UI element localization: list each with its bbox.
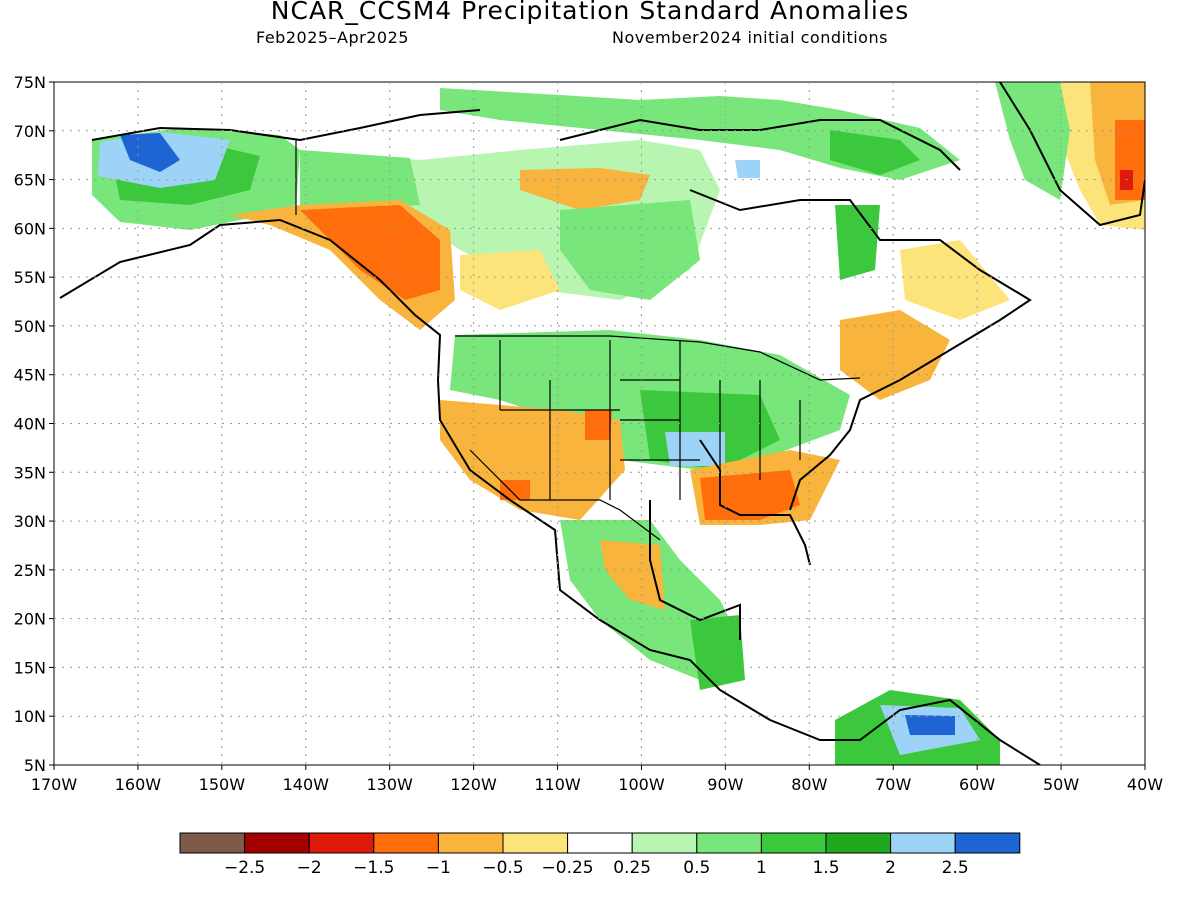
anomaly-region (900, 240, 1010, 320)
anomaly-region (460, 250, 560, 310)
legend-swatch (179, 832, 246, 854)
anomaly-region (735, 160, 760, 178)
axis-ticks (49, 81, 1146, 770)
border (469, 449, 661, 541)
legend-swatch (760, 832, 827, 854)
lat-label: 40N (14, 415, 46, 434)
legend-label: −1.5 (353, 858, 394, 878)
border (499, 340, 801, 500)
coastline (999, 82, 1145, 227)
legend-label: 0.25 (613, 858, 651, 878)
lat-label: 55N (14, 268, 46, 287)
color-legend: −2.5 −2 −1.5 −1 −0.5 −0.25 0.25 0.5 1 1.5 2 2.5 (179, 832, 1021, 878)
anomaly-region (835, 205, 880, 280)
anomaly-region (440, 400, 625, 520)
lon-label: 130W (367, 775, 414, 794)
coastline (649, 500, 741, 640)
lat-label: 70N (14, 122, 46, 141)
lon-label: 80W (791, 775, 827, 794)
anomaly-region (560, 200, 700, 300)
anomaly-region (665, 432, 725, 466)
graticule (54, 82, 1145, 765)
lat-label: 50N (14, 317, 46, 336)
lon-label: 70W (875, 775, 911, 794)
lon-label: 170W (31, 775, 78, 794)
legend-swatch (567, 832, 633, 854)
anomaly-region (995, 82, 1070, 200)
legend-swatch (437, 832, 504, 854)
political-borders (295, 140, 861, 541)
legend-swatch (696, 832, 762, 854)
longitude-labels: 170W 160W 150W 140W 130W 120W 110W 100W 90W 80W 70… (31, 775, 1163, 794)
legend-label: 1.5 (812, 858, 839, 878)
lat-label: 65N (14, 171, 46, 190)
anomaly-region (690, 615, 745, 690)
latitude-labels: 75N 70N 65N 60N 55N 50N 45N 40N 35N 30N 25N 20N 15N 1… (14, 73, 46, 775)
anomaly-region (830, 130, 920, 175)
lon-label: 40W (1127, 775, 1163, 794)
legend-label: −2.5 (224, 858, 265, 878)
legend-label: −0.5 (482, 858, 523, 878)
border (455, 335, 861, 381)
coastline (91, 109, 481, 142)
anomaly-region (585, 410, 612, 440)
lon-label: 120W (450, 775, 497, 794)
legend-label: 2.5 (942, 858, 969, 878)
lat-label: 15N (14, 658, 46, 677)
legend-swatch (825, 832, 892, 854)
lat-label: 75N (14, 73, 46, 92)
lon-label: 50W (1043, 775, 1079, 794)
anomaly-region (520, 168, 650, 210)
legend-swatch (890, 832, 956, 854)
legend-label: −2 (297, 858, 322, 878)
lat-label: 35N (14, 463, 46, 482)
anomaly-region (840, 310, 950, 400)
anomaly-region (120, 133, 180, 172)
lon-label: 160W (115, 775, 162, 794)
coastline (59, 218, 1041, 765)
lon-label: 100W (618, 775, 665, 794)
lat-label: 5N (24, 756, 46, 775)
legend-swatch (373, 832, 439, 854)
forecast-period: Feb2025–Apr2025 (256, 28, 409, 47)
lat-label: 45N (14, 366, 46, 385)
anomaly-shading (92, 82, 1145, 765)
legend-label: 1 (756, 858, 767, 878)
lon-label: 110W (534, 775, 581, 794)
anomaly-region (905, 715, 955, 735)
lon-label: 140W (283, 775, 330, 794)
lat-label: 30N (14, 512, 46, 531)
anomaly-region (500, 480, 530, 500)
legend-label: −0.25 (542, 858, 594, 878)
lat-label: 10N (14, 707, 46, 726)
legend-swatch (502, 832, 569, 854)
legend-label: −1 (426, 858, 451, 878)
lat-label: 60N (14, 219, 46, 238)
legend-swatch (954, 832, 1021, 854)
legend-swatch (631, 832, 698, 854)
lon-label: 150W (199, 775, 246, 794)
legend-label: 0.5 (683, 858, 710, 878)
map-title: NCAR_CCSM4 Precipitation Standard Anomal… (270, 0, 910, 25)
anomaly-region (600, 540, 665, 610)
initial-conditions: November2024 initial conditions (612, 28, 888, 47)
lat-label: 25N (14, 561, 46, 580)
lon-label: 90W (707, 775, 743, 794)
coastline (559, 118, 961, 171)
lat-label: 20N (14, 610, 46, 629)
legend-label: 2 (885, 858, 896, 878)
lon-label: 60W (959, 775, 995, 794)
legend-swatch (308, 832, 375, 854)
legend-swatch (244, 832, 310, 854)
